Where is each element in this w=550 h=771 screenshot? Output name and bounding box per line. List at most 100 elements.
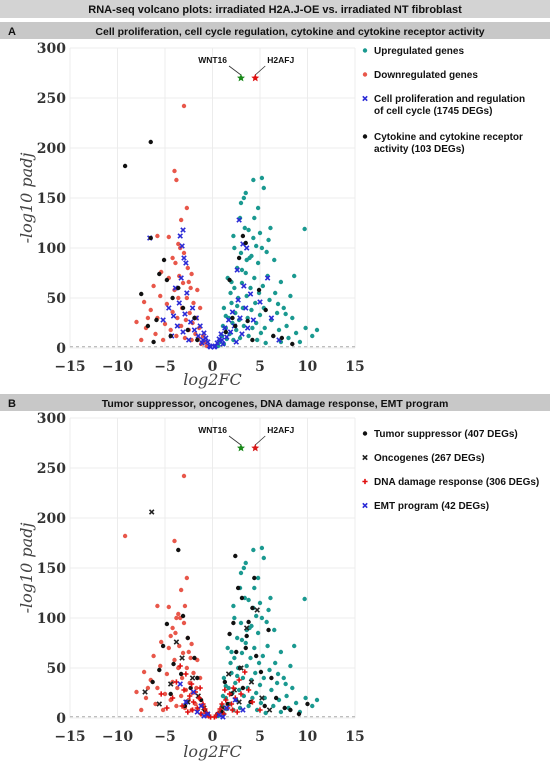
data-point-up bbox=[223, 683, 228, 689]
data-point-cell_cycle bbox=[241, 283, 247, 289]
data-point-up bbox=[244, 257, 249, 263]
data-point-cell_cycle bbox=[214, 340, 221, 346]
data-point-tumor_suppressor bbox=[192, 655, 197, 661]
y-tick-label: 150 bbox=[37, 191, 66, 207]
data-point-up bbox=[278, 279, 284, 285]
data-point-down bbox=[189, 271, 194, 277]
data-point-emt bbox=[232, 697, 239, 703]
figure-title-bar bbox=[0, 0, 550, 18]
annotation-star-wnt16 bbox=[237, 73, 245, 82]
data-point-down bbox=[189, 641, 194, 647]
annotation-leader bbox=[254, 65, 266, 76]
data-point-cell_cycle bbox=[180, 329, 186, 335]
data-point-cell_cycle bbox=[235, 297, 241, 303]
data-point-up bbox=[302, 226, 307, 232]
data-point-up bbox=[228, 290, 233, 296]
data-point-cell_cycle bbox=[244, 325, 251, 331]
data-point-up bbox=[221, 675, 227, 681]
data-point-down bbox=[158, 663, 163, 669]
data-point-up bbox=[266, 237, 271, 243]
data-point-up bbox=[259, 545, 265, 551]
data-point-up bbox=[284, 323, 289, 329]
x-axis-label: log2FC bbox=[183, 370, 242, 389]
data-point-up bbox=[243, 640, 248, 646]
y-tick-label: 0 bbox=[56, 711, 66, 727]
data-point-down bbox=[181, 103, 187, 109]
data-point-up bbox=[303, 325, 308, 331]
data-point-dna_damage bbox=[227, 691, 233, 697]
data-point-down bbox=[180, 280, 186, 286]
data-point-down bbox=[153, 331, 158, 337]
data-point-down bbox=[173, 630, 178, 636]
data-point-cytokine bbox=[170, 295, 175, 301]
data-point-up bbox=[228, 660, 233, 666]
data-point-cytokine bbox=[290, 341, 295, 347]
data-point-cytokine bbox=[148, 235, 153, 241]
data-point-tumor_suppressor bbox=[262, 703, 267, 709]
legend-marker-up bbox=[362, 48, 368, 53]
data-point-down bbox=[179, 675, 185, 681]
x-tick-label: −5 bbox=[154, 359, 175, 375]
data-point-cell_cycle bbox=[178, 275, 184, 281]
data-point-cell_cycle bbox=[176, 300, 183, 306]
data-point-up bbox=[266, 607, 271, 613]
data-point-up bbox=[260, 653, 266, 659]
data-point-up bbox=[263, 710, 268, 716]
data-point-up bbox=[288, 663, 293, 669]
data-point-tumor_suppressor bbox=[288, 707, 293, 713]
data-point-oncogene bbox=[156, 701, 163, 707]
data-point-down bbox=[155, 685, 160, 691]
y-tick-label: 250 bbox=[37, 91, 66, 107]
data-point-down bbox=[166, 234, 171, 240]
data-point-up bbox=[251, 235, 256, 241]
legend-label-cytokine: Cytokine and cytokine receptor bbox=[374, 132, 523, 143]
data-point-tumor_suppressor bbox=[168, 691, 173, 697]
panel-a-letter: A bbox=[8, 26, 16, 38]
data-point-dna_damage bbox=[249, 699, 255, 705]
data-point-tumor_suppressor bbox=[188, 685, 193, 691]
data-point-up bbox=[261, 185, 266, 191]
legend-label-emt: EMT program (42 DEGs) bbox=[374, 501, 489, 512]
data-point-dna_damage bbox=[217, 706, 223, 712]
data-point-up bbox=[261, 555, 266, 561]
data-point-down bbox=[174, 703, 179, 709]
data-point-oncogene bbox=[167, 681, 174, 687]
data-point-oncogene bbox=[259, 695, 265, 701]
data-point-tumor_suppressor bbox=[160, 643, 166, 649]
data-point-down bbox=[170, 309, 175, 315]
data-point-tumor_suppressor bbox=[235, 585, 241, 591]
data-point-oncogene bbox=[248, 679, 255, 685]
legend-label-cytokine-line2: activity (103 DEGs) bbox=[374, 144, 465, 155]
data-point-tumor_suppressor bbox=[282, 705, 287, 711]
data-point-up bbox=[274, 310, 280, 316]
data-point-cell_cycle bbox=[183, 260, 189, 266]
data-point-oncogene bbox=[189, 675, 196, 681]
x-tick-label: −15 bbox=[54, 359, 85, 375]
data-point-tumor_suppressor bbox=[296, 711, 302, 717]
data-point-down bbox=[151, 653, 156, 659]
data-point-cytokine bbox=[271, 333, 276, 339]
data-point-up bbox=[254, 690, 259, 696]
y-axis-label: -log10 padj bbox=[17, 523, 36, 614]
y-tick-label: 150 bbox=[37, 561, 66, 577]
x-tick-label: −5 bbox=[154, 729, 175, 745]
panel-b-title: Tumor suppressor, oncogenes, DNA damage … bbox=[102, 398, 449, 410]
data-point-up bbox=[259, 615, 265, 621]
data-point-down bbox=[195, 287, 200, 293]
annotation-leader bbox=[254, 435, 266, 446]
y-tick-label: 50 bbox=[47, 661, 67, 677]
data-point-tumor_suppressor bbox=[227, 631, 232, 637]
legend-label-tumor_suppressor: Tumor suppressor (407 DEGs) bbox=[374, 429, 518, 440]
data-point-cytokine bbox=[233, 323, 238, 329]
data-point-up bbox=[259, 245, 265, 251]
data-point-up bbox=[246, 703, 251, 709]
y-tick-label: 100 bbox=[37, 611, 66, 627]
data-point-dna_damage bbox=[158, 691, 164, 697]
data-point-up bbox=[293, 700, 299, 706]
x-tick-label: 0 bbox=[208, 729, 218, 745]
data-point-dna_damage bbox=[189, 707, 196, 713]
annotation-leader bbox=[228, 435, 242, 446]
data-point-down bbox=[172, 657, 177, 663]
data-point-down bbox=[180, 650, 186, 656]
data-point-emt bbox=[240, 707, 246, 713]
